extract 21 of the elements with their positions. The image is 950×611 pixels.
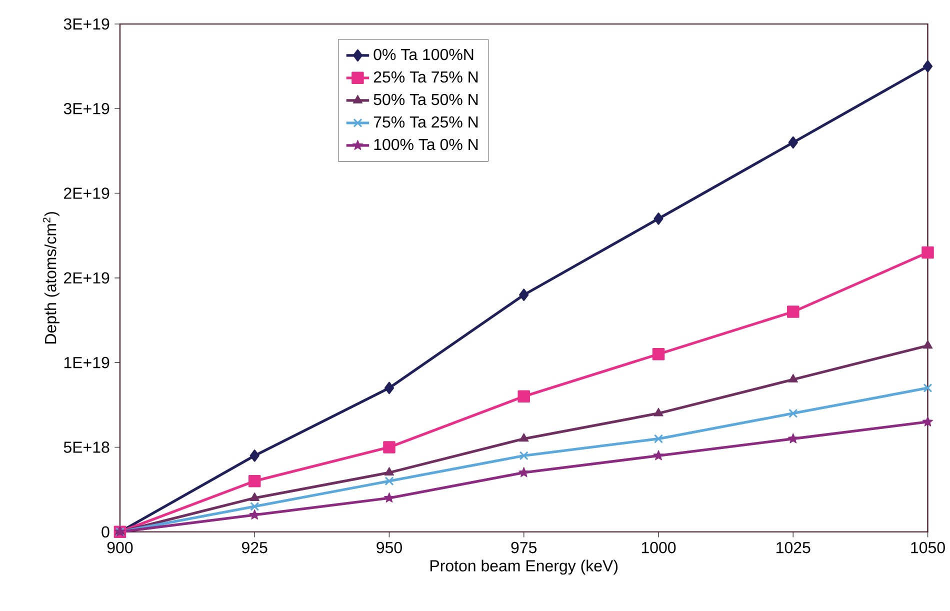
y-tick-label: 1E+19 — [64, 356, 110, 368]
legend-label: 100% Ta 0% N — [374, 138, 478, 150]
legend-label: 50% Ta 50% N — [374, 94, 478, 106]
y-axis-title: Depth (atoms/cm$^{2}$) — [42, 212, 60, 344]
x-tick-label: 900 — [107, 542, 133, 554]
legend-label: 25% Ta 75% N — [374, 71, 478, 83]
legend-label: 0% Ta 100%N — [374, 48, 474, 60]
x-tick-label: 1050 — [911, 542, 945, 554]
x-tick-label: 1000 — [642, 542, 676, 554]
legend-label: 75% Ta 25% N — [374, 116, 478, 128]
y-tick-label: 3E+19 — [64, 18, 110, 30]
x-axis-title: Proton beam Energy (keV) — [430, 560, 618, 575]
y-tick-label: 5E+18 — [64, 442, 110, 453]
x-tick-label: 950 — [376, 542, 402, 554]
x-tick-label: 975 — [511, 542, 537, 554]
y-tick-label: 3E+19 — [64, 103, 110, 114]
y-tick-label: 0 — [102, 526, 110, 538]
y-tick-label: 2E+19 — [64, 272, 110, 284]
x-tick-label: 925 — [242, 542, 268, 554]
x-tick-label: 1025 — [776, 542, 810, 554]
y-tick-label: 2E+19 — [64, 188, 110, 200]
